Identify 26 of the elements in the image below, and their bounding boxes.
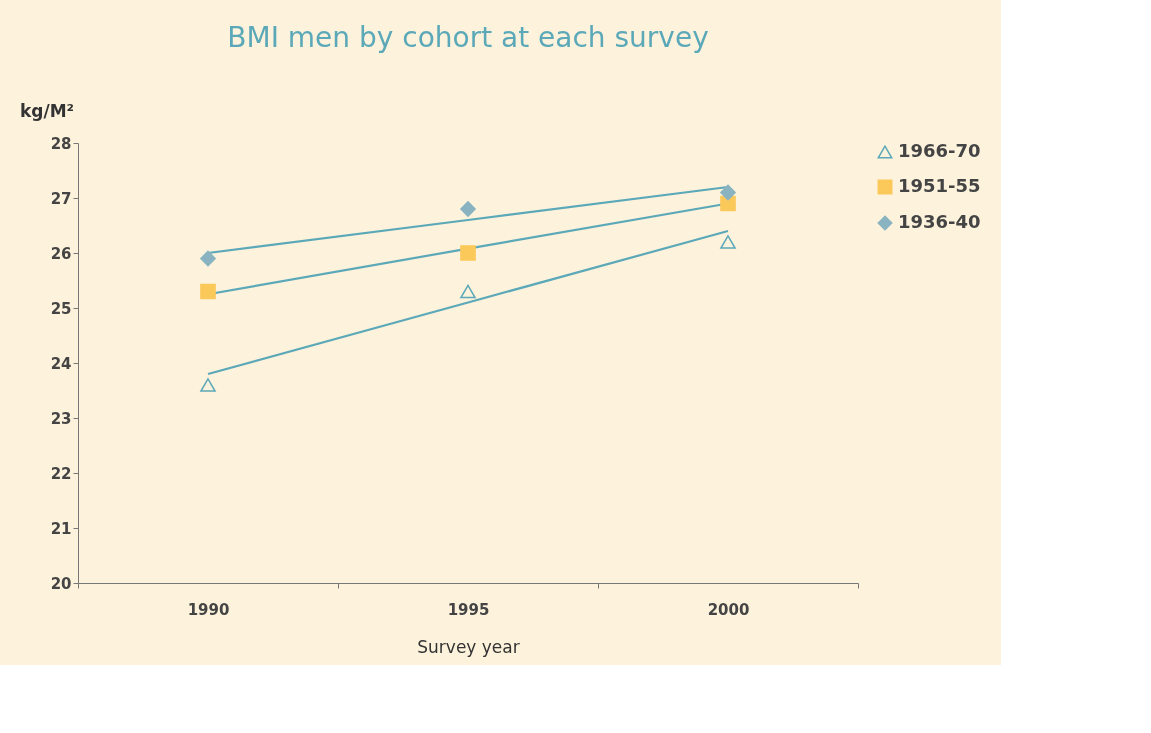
y-tick-label: 20 — [50, 574, 72, 593]
point — [720, 184, 736, 201]
y-tick-label: 21 — [50, 519, 72, 538]
y-axis-title: kg/M² — [20, 101, 75, 121]
legend-label: 1951-55 — [898, 175, 981, 196]
x-axis-title: Survey year — [417, 636, 520, 657]
y-tick-label: 24 — [50, 354, 72, 373]
point — [200, 250, 216, 267]
y-tick-label: 23 — [50, 409, 72, 428]
point — [200, 378, 216, 392]
y-tick-label: 25 — [50, 299, 72, 318]
point — [200, 283, 216, 300]
chart-title: BMI men by cohort at each survey — [227, 21, 709, 54]
point — [460, 284, 476, 299]
point — [720, 235, 736, 249]
y-tick-label: 27 — [50, 189, 72, 208]
legend-label: 1966-70 — [898, 140, 981, 161]
legend-label: 1936-40 — [898, 211, 981, 232]
point — [460, 245, 476, 261]
y-tick-label: 28 — [50, 134, 72, 153]
y-tick-label: 22 — [50, 464, 72, 483]
x-tick-label: 1995 — [447, 600, 490, 619]
x-tick-label: 2000 — [707, 600, 750, 619]
y-tick-label: 26 — [50, 244, 72, 263]
x-tick-label: 1990 — [187, 600, 230, 619]
point — [460, 201, 476, 217]
